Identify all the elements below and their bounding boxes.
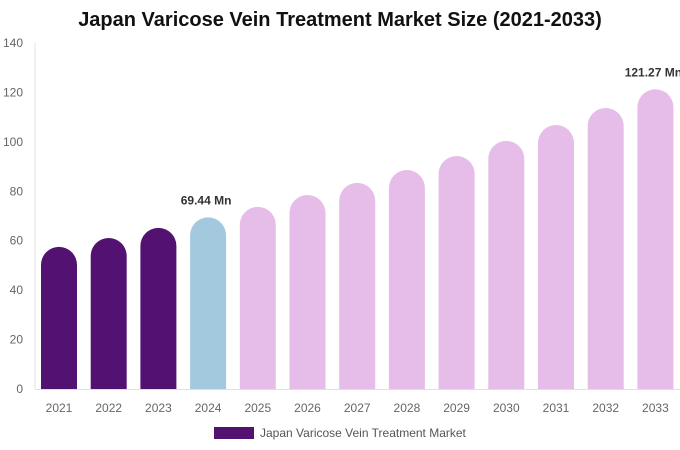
bar-2029 xyxy=(438,155,475,389)
y-tick-label: 60 xyxy=(10,234,24,248)
y-tick-label: 120 xyxy=(3,85,23,99)
x-tick-label: 2031 xyxy=(543,401,570,415)
bar-2021 xyxy=(41,246,77,389)
x-tick-label: 2024 xyxy=(195,401,222,415)
x-tick-label: 2029 xyxy=(443,401,470,415)
x-tick-label: 2032 xyxy=(592,401,619,415)
bar-2022 xyxy=(90,237,127,389)
x-tick-label: 2025 xyxy=(244,401,271,415)
bar-2028 xyxy=(388,170,425,389)
bar-2024 xyxy=(190,217,227,389)
bar-2027 xyxy=(339,182,376,389)
legend-swatch xyxy=(214,427,254,439)
x-tick-label: 2027 xyxy=(344,401,371,415)
x-tick-label: 2023 xyxy=(145,401,172,415)
y-tick-label: 100 xyxy=(3,135,23,149)
bar-2026 xyxy=(289,194,326,389)
y-tick-label: 0 xyxy=(16,382,23,396)
data-label: 69.44 Mn xyxy=(181,193,232,207)
data-label: 121.27 Mn xyxy=(625,65,680,79)
x-tick-label: 2026 xyxy=(294,401,321,415)
y-tick-label: 140 xyxy=(3,36,23,50)
y-tick-label: 20 xyxy=(10,333,24,347)
x-tick-label: 2033 xyxy=(642,401,669,415)
legend-label: Japan Varicose Vein Treatment Market xyxy=(260,426,466,440)
bar-2032 xyxy=(587,107,624,390)
chart-title: Japan Varicose Vein Treatment Market Siz… xyxy=(78,9,602,31)
y-tick-label: 80 xyxy=(10,184,24,198)
bar-2030 xyxy=(488,140,525,389)
x-tick-label: 2030 xyxy=(493,401,520,415)
bar-2033 xyxy=(637,89,674,389)
bar-2025 xyxy=(239,206,276,389)
x-tick-label: 2021 xyxy=(46,401,73,415)
y-tick-label: 40 xyxy=(10,283,24,297)
x-tick-label: 2028 xyxy=(394,401,421,415)
bar-2031 xyxy=(538,125,574,389)
x-tick-label: 2022 xyxy=(95,401,122,415)
bar-2023 xyxy=(140,227,177,389)
legend: Japan Varicose Vein Treatment Market xyxy=(214,426,466,440)
